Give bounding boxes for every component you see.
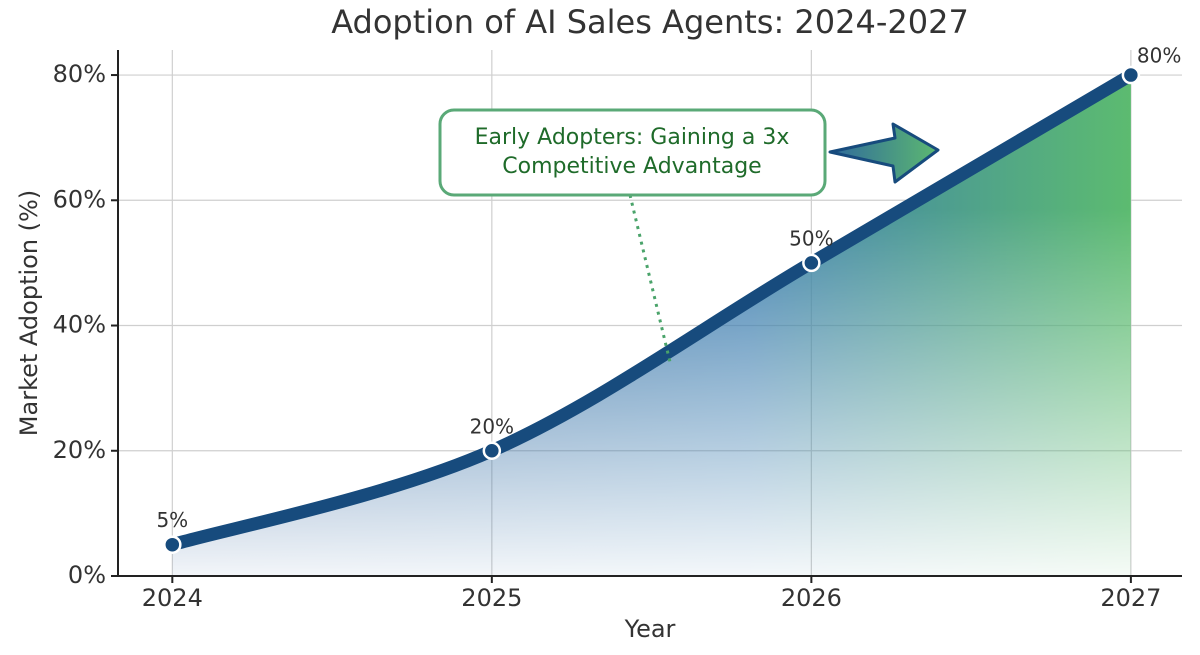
point (802, 253, 821, 273)
data-label: 50% (789, 226, 833, 250)
line (165, 68, 1138, 552)
annotation-text: Early Adopters: Gaining a 3x (475, 125, 790, 150)
y-axis-label: Market Adoption (%) (15, 190, 43, 436)
annotation-pointer (628, 194, 672, 363)
data-label: 5% (156, 508, 188, 532)
chart-title: Adoption of AI Sales Agents: 2024-2027 (331, 3, 969, 41)
marks: 5% 20% 50% 80% (156, 44, 1181, 554)
annotation-arrow (828, 122, 940, 184)
y-tick-label: 40% (53, 311, 106, 339)
x-tick-label: 2024 (142, 584, 203, 612)
point (1121, 65, 1141, 85)
data-label: 20% (470, 414, 514, 438)
y-tick-label: 80% (53, 60, 106, 88)
y-tick-label: 60% (53, 185, 106, 213)
y-tick-label: 20% (53, 436, 106, 464)
x-axis-label: Year (624, 615, 676, 643)
x-tick-label: 2026 (781, 584, 842, 612)
annotation-text: Competitive Advantage (502, 154, 761, 179)
annotation-box (438, 108, 827, 197)
y-tick-label: 0% (68, 561, 106, 589)
point (482, 441, 502, 461)
annotation: Early Adopters: Gaining a 3x Competitive… (438, 108, 940, 363)
x-tick-label: 2027 (1100, 584, 1161, 612)
area-fill (172, 75, 1131, 577)
point (163, 535, 182, 554)
x-tick-label: 2025 (461, 584, 522, 612)
data-label: 80% (1137, 44, 1181, 68)
area-group (172, 75, 1131, 577)
